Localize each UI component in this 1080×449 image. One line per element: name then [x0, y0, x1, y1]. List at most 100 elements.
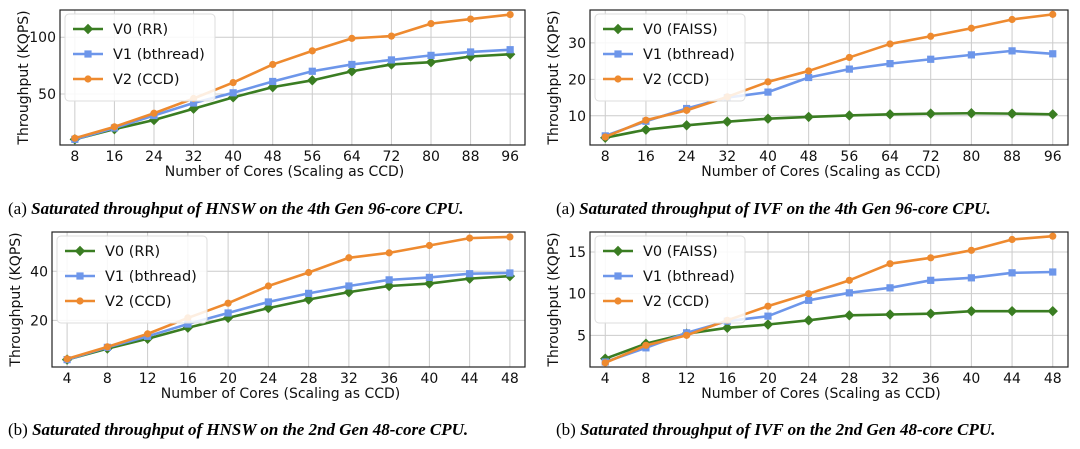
data-point [805, 290, 813, 298]
legend-swatch-marker [74, 245, 86, 257]
y-tick-label: 30 [568, 36, 586, 52]
x-tick-label: 8 [103, 371, 112, 387]
data-point [683, 106, 691, 114]
data-point [184, 320, 192, 328]
data-point [110, 123, 119, 131]
chart-panel-hnsw-2nd-gen: 4 8 12 16 20 24 28 32 36 40 44 48 20 40 Number of Core… [0, 222, 540, 402]
x-tick-label: 96 [501, 149, 519, 165]
data-point [722, 322, 733, 334]
data-point [967, 274, 975, 282]
y-tick-label: 10 [568, 287, 586, 303]
x-tick-label: 24 [800, 371, 818, 387]
data-point [269, 60, 277, 69]
x-tick-label: 48 [1044, 371, 1062, 387]
legend-swatch-marker [84, 50, 92, 58]
y-axis-label: Throughput (KQPS) [546, 10, 562, 145]
x-tick-label: 96 [1044, 149, 1062, 165]
legend-label: V2 (CCD) [113, 72, 179, 88]
x-tick-label: 24 [145, 149, 163, 165]
caption-hnsw-2nd-gen: (b) Saturated throughput of HNSW on the … [8, 420, 468, 440]
legend-label: V1 (bthread) [643, 269, 735, 285]
series-line [605, 111, 1053, 139]
legend: V0 (RR) V1 (bthread) V2 (CCD) [64, 13, 216, 102]
caption-title: Saturated throughput of HNSW on the 4th … [31, 199, 464, 218]
data-point [385, 276, 393, 284]
legend-swatch-marker [614, 75, 622, 83]
data-point [264, 298, 272, 306]
caption-ivf-2nd-gen: (b) Saturated throughput of IVF on the 2… [556, 420, 995, 440]
legend-label: V0 (RR) [113, 22, 168, 38]
y-axis-label: Throughput (KQPS) [546, 232, 562, 367]
x-tick-label: 32 [340, 371, 358, 387]
data-point [844, 110, 855, 121]
caption-label: (a) [556, 199, 575, 218]
data-point [224, 299, 232, 307]
y-tick-label: 15 [568, 245, 586, 261]
data-point [267, 81, 278, 93]
data-point [884, 309, 896, 320]
data-point [764, 78, 772, 86]
data-point [425, 241, 433, 250]
x-tick-label: 36 [922, 371, 940, 387]
data-point [927, 55, 935, 63]
data-point [466, 15, 475, 23]
legend-swatch-marker [76, 297, 84, 305]
x-tick-label: 72 [922, 149, 940, 165]
data-point [601, 359, 609, 367]
data-point [967, 51, 975, 59]
data-point [1049, 268, 1057, 276]
x-tick-label: 16 [106, 149, 124, 165]
caption-title: Saturated throughput of HNSW on the 2nd … [32, 420, 469, 439]
data-point [425, 273, 433, 282]
x-tick-label: 12 [139, 371, 157, 387]
x-tick-label: 80 [962, 149, 980, 165]
series-line [604, 270, 1053, 364]
data-point [1006, 108, 1018, 119]
series-line [604, 234, 1053, 365]
x-tick-label: 48 [264, 149, 282, 165]
data-point [966, 108, 977, 119]
data-point [103, 343, 111, 351]
data-point [722, 116, 733, 127]
data-point [805, 67, 813, 75]
x-tick-label: 40 [962, 371, 980, 387]
legend: V0 (FAISS) V1 (bthread) V2 (CCD) [594, 235, 746, 324]
data-point [387, 56, 396, 64]
data-point [886, 60, 894, 68]
data-point [927, 254, 935, 262]
data-point [764, 88, 772, 96]
data-point [224, 309, 232, 317]
data-point [1008, 47, 1016, 55]
y-tick-label: 40 [30, 264, 48, 280]
caption-title: Saturated throughput of IVF on the 2nd G… [580, 420, 996, 439]
caption-label: (b) [8, 420, 28, 439]
data-point [844, 310, 855, 321]
data-point [229, 89, 237, 97]
data-point [466, 270, 474, 278]
data-point [681, 120, 692, 131]
data-point [269, 77, 277, 86]
data-point [1047, 109, 1058, 120]
x-tick-label: 16 [637, 149, 655, 165]
data-point [1047, 305, 1058, 317]
data-point [764, 312, 772, 320]
x-tick-label: 56 [303, 149, 321, 165]
x-tick-label: 24 [678, 149, 696, 165]
x-axis-label: Number of Cores (Scaling as CCD) [165, 164, 405, 180]
data-point [506, 233, 514, 241]
data-point [427, 51, 435, 59]
x-tick-label: 36 [380, 371, 398, 387]
data-point [925, 308, 936, 319]
legend-label: V1 (bthread) [113, 47, 205, 63]
data-point [845, 53, 853, 62]
data-point [63, 355, 71, 363]
data-point [1049, 10, 1057, 18]
data-point [967, 246, 975, 254]
legend-label: V2 (CCD) [643, 294, 709, 310]
data-point [762, 319, 774, 330]
data-point [308, 67, 316, 75]
data-point [264, 282, 272, 290]
data-point [886, 284, 894, 292]
data-point [764, 302, 772, 310]
